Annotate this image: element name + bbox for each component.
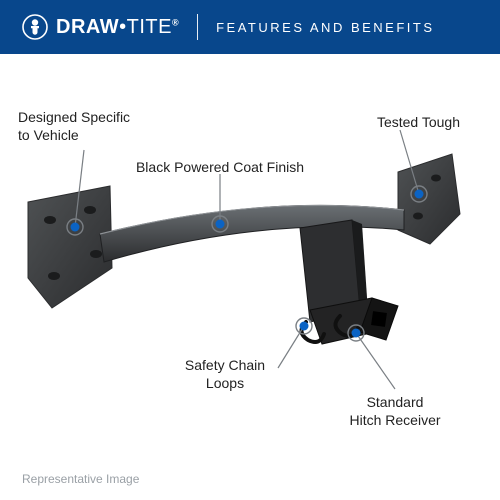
divider [197,14,198,40]
callout-marker [411,186,427,202]
callout-label-receiver: StandardHitch Receiver [335,394,455,429]
logo-sep: • [119,16,127,38]
callout-label-loops: Safety ChainLoops [175,357,275,392]
header-tagline: FEATURES AND BENEFITS [216,20,434,35]
callout-marker [67,219,83,235]
diagram-stage: Designed Specificto Vehicle Black Powered… [0,54,500,500]
logo-wordmark: DRAW•TITE® [56,16,179,39]
footer-caption: Representative Image [22,472,139,486]
callout-marker [296,318,312,334]
logo-sub: TITE [127,16,172,38]
registered-mark: ® [172,17,179,27]
logo-main: DRAW [56,16,119,38]
callout-label-tested: Tested Tough [340,114,460,132]
callout-label-designed: Designed Specificto Vehicle [18,109,148,144]
callout-label-coat: Black Powered Coat Finish [120,159,320,177]
hitch-ball-icon [22,14,48,40]
brand-logo: DRAW•TITE® [22,14,179,40]
callout-marker [348,325,364,341]
header-band: DRAW•TITE® FEATURES AND BENEFITS [0,0,500,54]
